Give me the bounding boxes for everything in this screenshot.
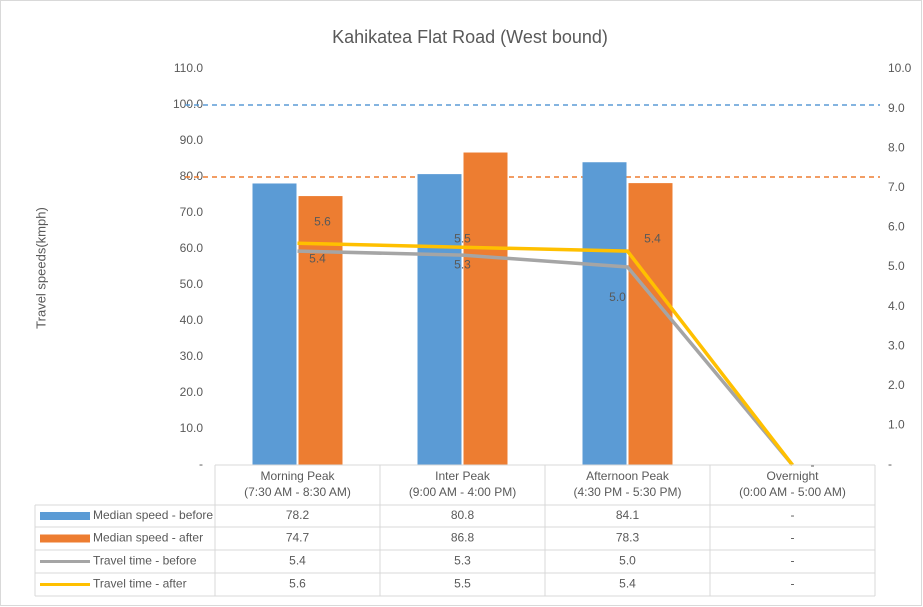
data-label: 5.0 (609, 290, 626, 304)
y2-tick-label: 2.0 (888, 378, 905, 392)
x-tick-label: (7:30 AM - 8:30 AM) (244, 485, 351, 499)
x-tick-label: Afternoon Peak (586, 469, 670, 483)
table-value: 86.8 (451, 531, 475, 545)
table-value: 80.8 (451, 508, 475, 522)
y-tick-label: 20.0 (180, 385, 204, 399)
y-tick-label: 100.0 (173, 97, 203, 111)
y2-tick-label: 1.0 (888, 418, 905, 432)
legend-label: Travel time - before (93, 554, 197, 568)
y2-tick-label: 9.0 (888, 101, 905, 115)
table-value: 78.2 (286, 508, 310, 522)
y-tick-label: 40.0 (180, 313, 204, 327)
y2-tick-label: 4.0 (888, 299, 905, 313)
x-tick-label: Overnight (766, 469, 819, 483)
y-tick-label: 90.0 (180, 133, 204, 147)
data-label: 5.4 (309, 251, 326, 265)
y2-tick-label: 8.0 (888, 140, 905, 154)
y2-tick-label: 3.0 (888, 338, 905, 352)
y-tick-label: 10.0 (180, 421, 204, 435)
table-value: - (791, 508, 795, 522)
table-value: 5.6 (289, 577, 306, 591)
y2-tick-label: 10.0 (888, 61, 912, 75)
bar (582, 162, 627, 466)
legend-key (40, 512, 90, 520)
table-value: 5.4 (289, 554, 306, 568)
legend-label: Median speed - after (93, 531, 203, 545)
y2-tick-label: 6.0 (888, 220, 905, 234)
x-tick-label: Morning Peak (260, 469, 335, 483)
table-value: - (791, 554, 795, 568)
data-label: 5.6 (314, 214, 331, 228)
x-tick-label: (0:00 AM - 5:00 AM) (739, 485, 846, 499)
table-value: 5.0 (619, 554, 636, 568)
data-label: 5.5 (454, 231, 471, 245)
table-value: 5.3 (454, 554, 471, 568)
line (297, 249, 794, 467)
x-tick-label: (4:30 PM - 5:30 PM) (573, 485, 681, 499)
y2-tick-label: - (888, 457, 892, 471)
x-tick-label: (9:00 AM - 4:00 PM) (409, 485, 516, 499)
y-tick-label: 70.0 (180, 205, 204, 219)
y-tick-label: 50.0 (180, 277, 204, 291)
bar (417, 174, 462, 465)
table-value: 84.1 (616, 508, 640, 522)
bar (628, 183, 673, 465)
bar (252, 183, 297, 466)
y-tick-label: 30.0 (180, 349, 204, 363)
bar (298, 196, 343, 465)
y2-tick-label: 5.0 (888, 259, 905, 273)
table-value: - (791, 577, 795, 591)
y-axis-label: Travel speeds(kmph) (33, 207, 48, 329)
legend-label: Travel time - after (93, 577, 187, 591)
y-tick-label: 110.0 (174, 61, 203, 75)
legend-label: Median speed - before (93, 508, 213, 522)
table-value: 74.7 (286, 531, 310, 545)
y2-tick-label: 7.0 (888, 180, 905, 194)
bar (463, 152, 508, 465)
table-value: 5.4 (619, 577, 636, 591)
y-tick-label: 60.0 (180, 241, 204, 255)
line (297, 241, 794, 467)
data-label: 5.3 (454, 257, 471, 271)
y-tick-label: 80.0 (180, 169, 204, 183)
data-label: 5.4 (644, 231, 661, 245)
legend-key (40, 534, 90, 543)
y-tick-label: - (199, 457, 203, 471)
x-tick-label: Inter Peak (435, 469, 491, 483)
table-value: 5.5 (454, 577, 471, 591)
chart-title: Kahikatea Flat Road (West bound) (332, 27, 608, 47)
table-value: - (791, 531, 795, 545)
table-value: 78.3 (616, 531, 640, 545)
